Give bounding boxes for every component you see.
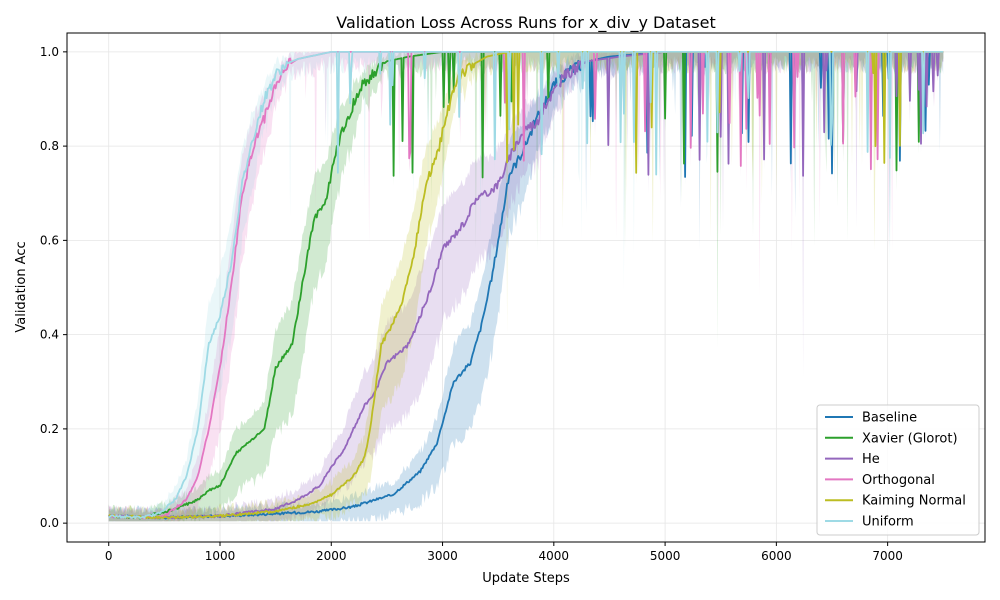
y-tick-label: 1.0 [40, 45, 59, 59]
y-tick-label: 0.2 [40, 422, 59, 436]
series-band [108, 51, 944, 522]
x-tick-label: 3000 [427, 549, 458, 563]
y-axis-ticks: 0.0 0.2 0.4 0.6 0.8 1.0 [40, 45, 67, 530]
plot-frame [66, 32, 986, 543]
y-tick-label: 0.0 [40, 516, 59, 530]
x-axis-ticks: 0 1000 2000 3000 4000 5000 6000 7000 [105, 542, 903, 563]
series-lines [107, 51, 944, 520]
chart-title: Validation Loss Across Runs for x_div_y … [336, 13, 715, 33]
x-tick-label: 1000 [205, 549, 236, 563]
legend-box [816, 404, 980, 536]
legend-label: Xavier (Glorot) [862, 431, 958, 446]
x-axis-label: Update Steps [482, 571, 570, 586]
series-band [108, 51, 944, 522]
y-tick-label: 0.8 [40, 139, 59, 153]
legend-label: Baseline [862, 411, 917, 426]
legend-label: Orthogonal [862, 473, 935, 488]
x-tick-label: 0 [105, 549, 113, 563]
series-band [108, 51, 944, 522]
legend-label: Kaiming Normal [862, 494, 966, 509]
series-line [108, 51, 944, 520]
x-tick-label: 4000 [539, 549, 570, 563]
y-axis-label: Validation Acc [14, 241, 29, 332]
confidence-bands [108, 51, 944, 522]
x-tick-label: 7000 [872, 549, 903, 563]
legend: Baseline Xavier (Glorot) He Orthogonal Kaimi… [816, 404, 980, 536]
x-tick-label: 2000 [316, 549, 347, 563]
y-tick-label: 0.4 [40, 328, 59, 342]
x-tick-label: 5000 [650, 549, 681, 563]
legend-label: Uniform [862, 515, 914, 530]
series-band [108, 51, 944, 522]
y-tick-label: 0.6 [40, 233, 59, 247]
series-band [108, 51, 944, 522]
legend-label: He [862, 452, 880, 467]
x-tick-label: 6000 [761, 549, 792, 563]
